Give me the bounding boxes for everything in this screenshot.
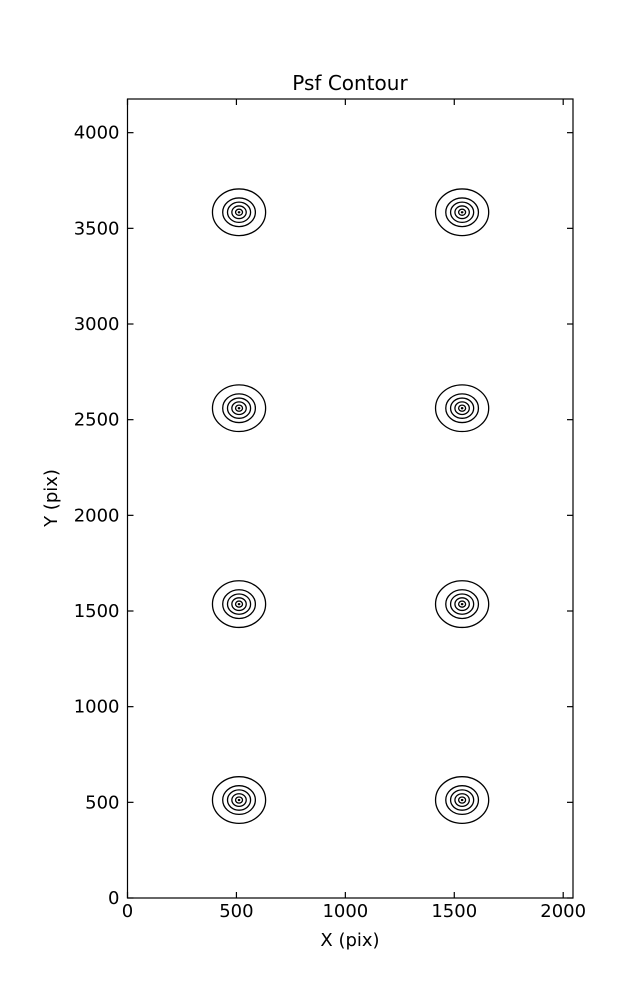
contour-center-dot (237, 798, 241, 802)
contour-center-dot (460, 798, 464, 802)
y-tick-label: 1000 (74, 697, 120, 718)
contour-ring (234, 404, 244, 412)
x-tick-label: 1500 (431, 901, 477, 922)
plot-area (126, 98, 574, 899)
contour-ring (234, 600, 244, 608)
contour-ring (454, 205, 470, 220)
x-tick-label: 1000 (322, 901, 368, 922)
x-tick-label: 2000 (540, 901, 586, 922)
y-tick-label: 0 (108, 888, 119, 909)
contour-ring (454, 793, 470, 808)
contour-ring (234, 796, 244, 804)
contour-ring (226, 201, 252, 224)
contour-ring (222, 785, 257, 816)
contour-ring (434, 580, 490, 629)
contour-ring (434, 188, 490, 237)
psf-contour-cluster (434, 188, 490, 237)
x-tick-label: 500 (219, 901, 253, 922)
contour-ring (445, 785, 480, 816)
chart-title: Psf Contour (292, 71, 408, 95)
contour-ring (231, 205, 247, 220)
psf-contour-cluster (434, 580, 490, 629)
contour-ring (231, 597, 247, 612)
contour-ring (445, 393, 480, 424)
contour-ring (449, 789, 475, 811)
contour-ring (222, 589, 257, 620)
axis-tick-labels: 0 500 1000 1500 2000 0 500 1000 1500 2000 2500 3000… (74, 123, 586, 922)
contour-center-dot (460, 407, 464, 410)
contour-center-dot (237, 602, 241, 606)
psf-contour-cluster (211, 384, 267, 433)
contour-ring (234, 208, 244, 216)
contour-ring (445, 589, 480, 620)
contour-ring (449, 593, 475, 615)
psf-contour-cluster (211, 188, 267, 237)
contour-ring (434, 776, 490, 825)
contour-ring (434, 384, 490, 433)
contour-ring (449, 397, 475, 419)
contour-ring (226, 397, 252, 419)
psf-contour-cluster (211, 776, 267, 825)
contour-center-dot (460, 602, 464, 606)
contour-center-dot (460, 211, 464, 214)
y-tick-label: 2000 (74, 505, 120, 526)
y-tick-label: 500 (85, 792, 119, 813)
y-tick-label: 2500 (74, 410, 120, 431)
contour-ring (222, 393, 257, 424)
axis-ticks (126, 99, 573, 899)
contour-center-dot (237, 407, 241, 410)
y-axis-label: Y (pix) (41, 469, 62, 528)
contour-ring (454, 401, 470, 416)
x-tick-label: 0 (122, 901, 133, 922)
y-tick-label: 1500 (74, 601, 120, 622)
y-tick-label: 3500 (74, 218, 120, 239)
y-tick-label: 3000 (74, 314, 120, 335)
x-axis-label: X (pix) (320, 930, 379, 951)
contour-ring (222, 197, 257, 228)
contour-ring (445, 197, 480, 228)
contour-ring (226, 593, 252, 615)
contour-ring (211, 580, 267, 629)
contour-ring (231, 401, 247, 416)
contour-ring (211, 188, 267, 237)
y-tick-label: 4000 (74, 123, 120, 144)
contour-ring (449, 201, 475, 224)
contour-ring (457, 600, 467, 608)
contour-ring (231, 793, 247, 808)
contour-ring (211, 384, 267, 433)
psf-contour-cluster (434, 384, 490, 433)
psf-contour-cluster (434, 776, 490, 825)
psf-contour-cluster (211, 580, 267, 629)
contour-ring (457, 208, 467, 216)
contour-center-dot (237, 211, 241, 214)
contour-ring (457, 404, 467, 412)
contour-ring (211, 776, 267, 825)
psf-contours (211, 188, 490, 825)
contour-ring (226, 789, 252, 811)
contour-ring (457, 796, 467, 804)
contour-ring (454, 597, 470, 612)
